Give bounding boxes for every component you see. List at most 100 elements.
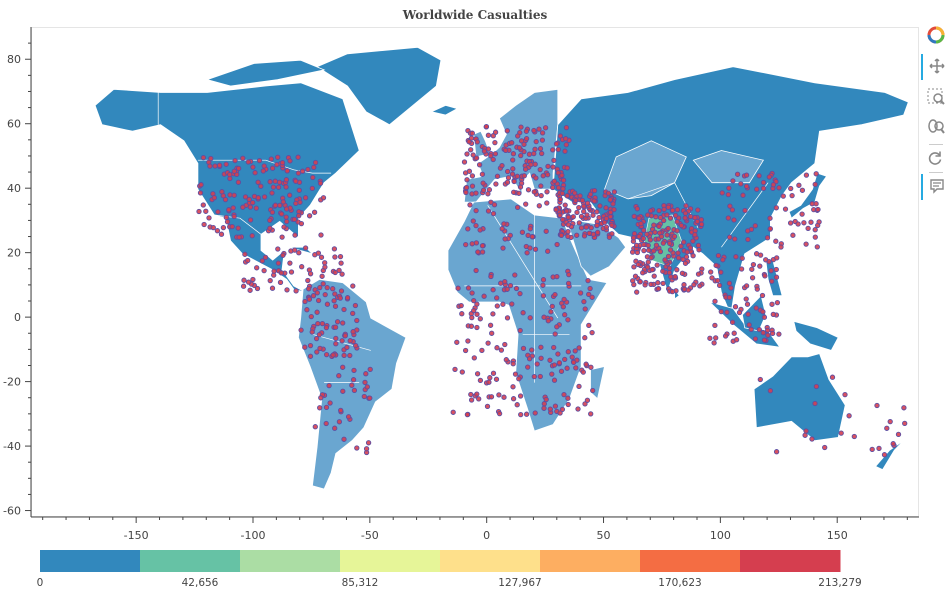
attack-point[interactable]: [537, 373, 543, 380]
attack-point[interactable]: [332, 269, 338, 276]
attack-point[interactable]: [562, 312, 568, 318]
attack-point[interactable]: [630, 235, 637, 241]
attack-point[interactable]: [574, 232, 580, 238]
attack-point[interactable]: [591, 187, 598, 194]
attack-point[interactable]: [551, 157, 557, 164]
attack-point[interactable]: [603, 205, 609, 211]
attack-point[interactable]: [533, 138, 539, 145]
attack-point[interactable]: [742, 207, 748, 214]
attack-point[interactable]: [514, 402, 520, 408]
attack-point[interactable]: [846, 413, 852, 419]
attack-point[interactable]: [577, 193, 583, 199]
attack-point[interactable]: [884, 425, 890, 431]
attack-point[interactable]: [504, 315, 511, 321]
attack-point[interactable]: [502, 278, 508, 285]
attack-point[interactable]: [571, 359, 577, 366]
attack-point[interactable]: [667, 215, 674, 221]
attack-point[interactable]: [743, 283, 750, 289]
attack-point[interactable]: [488, 394, 495, 400]
attack-point[interactable]: [245, 279, 252, 285]
attack-point[interactable]: [516, 145, 523, 151]
attack-point[interactable]: [564, 165, 570, 171]
attack-point[interactable]: [320, 195, 327, 201]
attack-point[interactable]: [759, 292, 766, 299]
attack-point[interactable]: [799, 187, 806, 193]
attack-point[interactable]: [726, 185, 732, 191]
attack-point[interactable]: [515, 133, 521, 139]
attack-point[interactable]: [744, 301, 751, 307]
attack-point[interactable]: [645, 242, 651, 249]
attack-point[interactable]: [815, 206, 821, 213]
attack-point[interactable]: [326, 382, 332, 389]
attack-point[interactable]: [675, 250, 681, 256]
attack-point[interactable]: [196, 208, 202, 215]
attack-point[interactable]: [312, 424, 318, 430]
attack-point[interactable]: [305, 277, 311, 284]
attack-point[interactable]: [766, 174, 772, 180]
attack-point[interactable]: [504, 128, 510, 134]
attack-point[interactable]: [485, 340, 491, 346]
attack-point[interactable]: [490, 311, 496, 317]
attack-point[interactable]: [341, 352, 347, 359]
attack-point[interactable]: [277, 279, 284, 286]
attack-point[interactable]: [707, 335, 713, 341]
attack-point[interactable]: [753, 305, 759, 311]
attack-point[interactable]: [474, 139, 480, 145]
attack-point[interactable]: [795, 221, 801, 227]
attack-point[interactable]: [603, 224, 610, 230]
attack-point[interactable]: [562, 202, 568, 208]
attack-point[interactable]: [468, 147, 474, 153]
attack-point[interactable]: [293, 200, 299, 207]
attack-point[interactable]: [477, 227, 483, 233]
attack-point[interactable]: [365, 440, 372, 446]
attack-point[interactable]: [260, 168, 266, 174]
attack-point[interactable]: [768, 268, 774, 274]
attack-point[interactable]: [468, 397, 475, 403]
attack-point[interactable]: [722, 333, 729, 339]
attack-point[interactable]: [738, 266, 745, 272]
attack-point[interactable]: [490, 156, 496, 163]
attack-point[interactable]: [539, 137, 546, 143]
attack-point[interactable]: [200, 202, 206, 208]
attack-point[interactable]: [459, 311, 465, 317]
attack-point[interactable]: [476, 396, 482, 402]
attack-point[interactable]: [332, 303, 339, 309]
attack-point[interactable]: [347, 338, 353, 344]
attack-point[interactable]: [464, 177, 470, 183]
attack-point[interactable]: [503, 357, 509, 363]
attack-point[interactable]: [641, 227, 647, 233]
attack-point[interactable]: [492, 151, 499, 157]
attack-point[interactable]: [494, 303, 500, 309]
attack-point[interactable]: [756, 173, 762, 179]
attack-point[interactable]: [881, 452, 888, 458]
attack-point[interactable]: [714, 277, 721, 284]
attack-point[interactable]: [672, 274, 678, 280]
attack-point[interactable]: [458, 302, 464, 309]
world-map[interactable]: [32, 28, 920, 518]
attack-point[interactable]: [660, 268, 666, 274]
attack-point[interactable]: [769, 278, 775, 284]
attack-point[interactable]: [586, 291, 592, 298]
attack-point[interactable]: [712, 322, 718, 329]
attack-point[interactable]: [295, 170, 302, 176]
attack-point[interactable]: [555, 170, 561, 176]
attack-point[interactable]: [479, 171, 486, 177]
attack-point[interactable]: [269, 165, 276, 171]
attack-point[interactable]: [527, 245, 533, 251]
attack-point[interactable]: [769, 330, 776, 337]
attack-point[interactable]: [560, 177, 567, 183]
attack-point[interactable]: [548, 309, 554, 315]
attack-point[interactable]: [323, 404, 330, 411]
attack-point[interactable]: [672, 212, 679, 219]
attack-point[interactable]: [634, 206, 640, 212]
attack-point[interactable]: [591, 198, 597, 204]
attack-point[interactable]: [564, 193, 570, 199]
attack-point[interactable]: [803, 241, 809, 247]
attack-point[interactable]: [489, 330, 495, 336]
attack-point[interactable]: [323, 324, 330, 331]
attack-point[interactable]: [292, 247, 298, 253]
attack-point[interactable]: [739, 255, 745, 261]
attack-point[interactable]: [306, 213, 313, 219]
attack-point[interactable]: [531, 373, 537, 380]
attack-point[interactable]: [324, 301, 331, 307]
